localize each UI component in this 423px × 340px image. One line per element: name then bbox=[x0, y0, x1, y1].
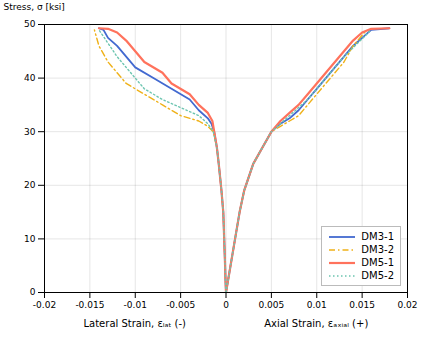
svg-text:0.005: 0.005 bbox=[258, 300, 284, 310]
svg-text:Stress, σ [ksi]: Stress, σ [ksi] bbox=[4, 2, 65, 12]
svg-text:-0.02: -0.02 bbox=[33, 300, 56, 310]
svg-text:20: 20 bbox=[24, 180, 36, 190]
svg-text:40: 40 bbox=[24, 73, 36, 83]
html-text:DM5-1: DM5-1 bbox=[361, 257, 394, 268]
svg-text:50: 50 bbox=[24, 19, 36, 29]
svg-text:10: 10 bbox=[24, 234, 36, 244]
svg-text:0: 0 bbox=[30, 287, 36, 297]
svg-text:30: 30 bbox=[24, 127, 36, 137]
html-text:DM3-1: DM3-1 bbox=[361, 231, 394, 242]
svg-text:-0.01: -0.01 bbox=[124, 300, 147, 310]
svg-text:0.02: 0.02 bbox=[397, 300, 417, 310]
html-text:Axial Strain, εₐₓᵢₐₗ (+): Axial Strain, εₐₓᵢₐₗ (+) bbox=[264, 318, 369, 329]
html-text:Lateral Strain, εₗₐₜ (-): Lateral Strain, εₗₐₜ (-) bbox=[83, 318, 186, 329]
html-text:DM3-2: DM3-2 bbox=[361, 244, 394, 255]
svg-text:-0.015: -0.015 bbox=[75, 300, 104, 310]
svg-text:0.01: 0.01 bbox=[307, 300, 327, 310]
svg-text:0: 0 bbox=[223, 300, 229, 310]
html-text:DM5-2: DM5-2 bbox=[361, 270, 394, 281]
svg-text:0.015: 0.015 bbox=[349, 300, 375, 310]
svg-text:-0.005: -0.005 bbox=[166, 300, 195, 310]
